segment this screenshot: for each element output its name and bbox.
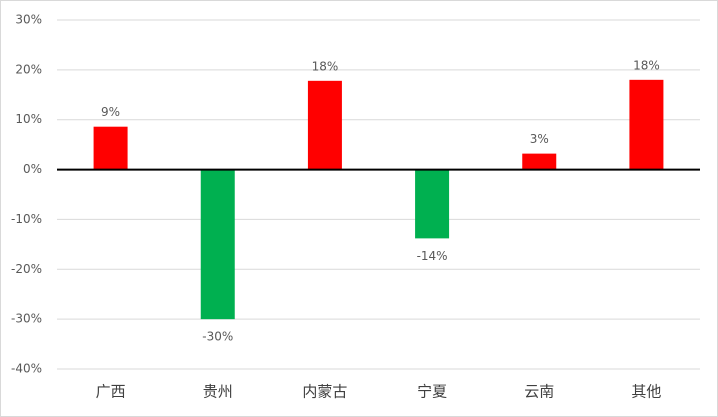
- x-tick-label: 贵州: [203, 383, 233, 401]
- x-tick-label: 其他: [631, 383, 661, 401]
- y-tick-label: 20%: [15, 62, 42, 76]
- y-tick-label: -10%: [11, 212, 42, 226]
- bar: [415, 169, 450, 239]
- y-tick-label: 0%: [23, 162, 42, 176]
- bar: [307, 80, 342, 170]
- bar: [200, 169, 235, 320]
- bar: [93, 126, 128, 170]
- y-tick-label: 10%: [15, 112, 42, 126]
- bar: [629, 79, 664, 170]
- data-label: -30%: [202, 330, 233, 344]
- y-tick-label: -40%: [11, 362, 42, 376]
- x-tick-label: 宁夏: [417, 383, 447, 401]
- data-label: 9%: [101, 105, 120, 119]
- x-tick-label: 广西: [96, 383, 126, 401]
- x-tick-label: 内蒙古: [302, 383, 347, 401]
- bar: [522, 153, 557, 170]
- y-tick-label: -30%: [11, 312, 42, 326]
- y-tick-label: -20%: [11, 262, 42, 276]
- y-tick-label: 30%: [15, 13, 42, 27]
- data-label: -14%: [417, 249, 448, 263]
- data-label: 18%: [633, 58, 660, 72]
- data-label: 18%: [312, 59, 339, 73]
- data-label: 3%: [530, 132, 549, 146]
- x-tick-label: 云南: [524, 383, 554, 401]
